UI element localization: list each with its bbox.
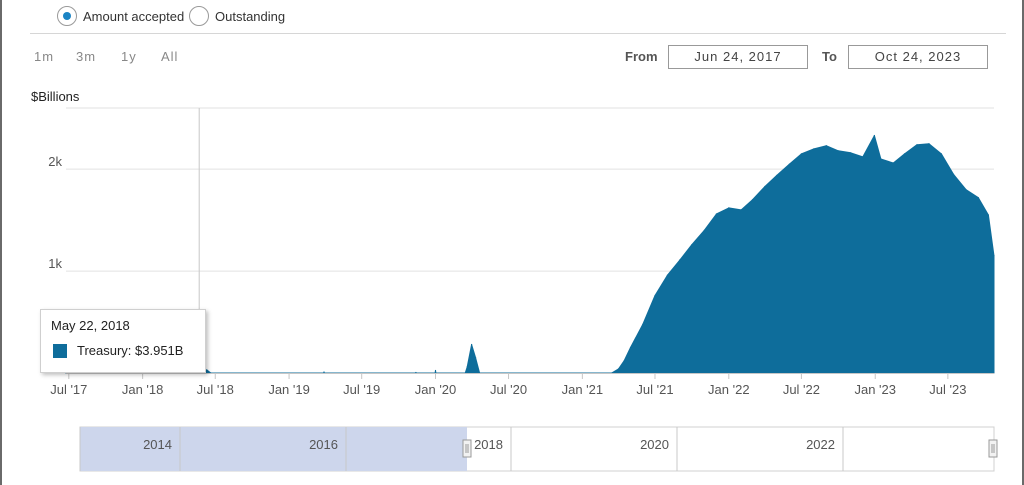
window-border-right	[1022, 0, 1024, 485]
outstanding-radio[interactable]: Outstanding	[189, 5, 285, 27]
data-point	[788, 163, 791, 165]
data-point	[466, 366, 468, 368]
amount-accepted-label: Amount accepted	[83, 8, 185, 24]
x-tick-label: Jul '19	[343, 382, 380, 397]
data-point	[993, 255, 995, 257]
window-border-left	[0, 0, 2, 485]
y-tick-label: 1k	[48, 256, 62, 271]
radio-selected-icon	[57, 6, 77, 26]
y-axis-unit-label: $Billions	[31, 89, 80, 104]
amount-accepted-radio[interactable]: Amount accepted	[57, 5, 184, 27]
data-point	[666, 274, 669, 276]
data-point	[862, 156, 864, 158]
x-tick-label: Jul '22	[783, 382, 820, 397]
data-point	[691, 244, 693, 246]
data-point	[623, 360, 625, 362]
data-point	[837, 150, 839, 152]
x-tick-label: Jul '17	[50, 382, 87, 397]
data-point	[629, 346, 632, 349]
from-date-input[interactable]: Jun 24, 2017	[668, 45, 808, 69]
navigator-mask	[80, 427, 467, 471]
x-tick-label: Jan '23	[854, 382, 896, 397]
data-point	[940, 153, 943, 155]
data-point	[728, 207, 730, 209]
data-point	[654, 294, 656, 297]
data-point	[987, 214, 990, 216]
data-point	[776, 174, 778, 176]
x-tick-label: Jul '23	[929, 382, 966, 397]
data-point	[977, 197, 980, 199]
tooltip: May 22, 2018 Treasury: $3.951B	[40, 309, 206, 373]
data-point	[751, 199, 754, 201]
data-point	[965, 188, 967, 191]
tooltip-date: May 22, 2018	[51, 318, 130, 333]
zoom-3m-button[interactable]: 3m	[76, 49, 97, 64]
data-point	[850, 152, 852, 154]
data-point	[471, 343, 473, 346]
navigator-left-handle[interactable]	[462, 439, 472, 458]
data-point	[642, 323, 644, 325]
navigator-year-label: 2016	[309, 437, 338, 452]
data-point	[715, 213, 718, 215]
x-tick-label: Jul '21	[636, 382, 673, 397]
data-point	[928, 143, 930, 145]
data-point	[952, 173, 955, 175]
from-label: From	[625, 49, 658, 64]
data-point	[679, 259, 681, 261]
data-point	[323, 371, 325, 373]
data-point	[873, 134, 876, 137]
data-point	[764, 185, 766, 188]
data-point	[800, 153, 803, 155]
y-tick-label: 2k	[48, 154, 62, 169]
outstanding-label: Outstanding	[215, 8, 286, 24]
navigator-right-handle[interactable]	[988, 439, 998, 458]
navigator-year-label: 2022	[806, 437, 835, 452]
data-point	[903, 153, 906, 155]
to-date-input[interactable]: Oct 24, 2023	[848, 45, 988, 69]
x-tick-label: Jan '20	[415, 382, 457, 397]
data-point	[475, 357, 477, 359]
navigator-year-label: 2018	[474, 437, 503, 452]
x-tick-label: Jul '18	[197, 382, 234, 397]
to-label: To	[822, 49, 837, 64]
data-point	[617, 368, 620, 370]
zoom-all-button[interactable]: All	[161, 49, 179, 64]
radio-unselected-icon	[189, 6, 209, 26]
zoom-1y-button[interactable]: 1y	[121, 49, 137, 64]
data-point	[740, 209, 742, 211]
x-tick-label: Jan '22	[708, 382, 750, 397]
navigator-year-label: 2014	[143, 437, 172, 452]
x-tick-label: Jan '18	[122, 382, 164, 397]
x-tick-label: Jan '19	[268, 382, 310, 397]
data-point	[703, 229, 705, 231]
tooltip-series-value: Treasury: $3.951B	[77, 343, 184, 358]
navigator-year-label: 2020	[640, 437, 669, 452]
x-tick-label: Jul '20	[490, 382, 527, 397]
x-tick-label: Jan '21	[562, 382, 604, 397]
series-swatch-icon	[53, 344, 67, 358]
data-point	[434, 369, 437, 372]
data-point	[892, 162, 894, 164]
data-point	[825, 145, 827, 147]
divider	[30, 33, 1006, 34]
data-point	[916, 144, 918, 146]
data-point	[206, 369, 208, 371]
zoom-1m-button[interactable]: 1m	[34, 49, 55, 64]
data-point	[880, 158, 882, 160]
data-point	[813, 148, 815, 150]
